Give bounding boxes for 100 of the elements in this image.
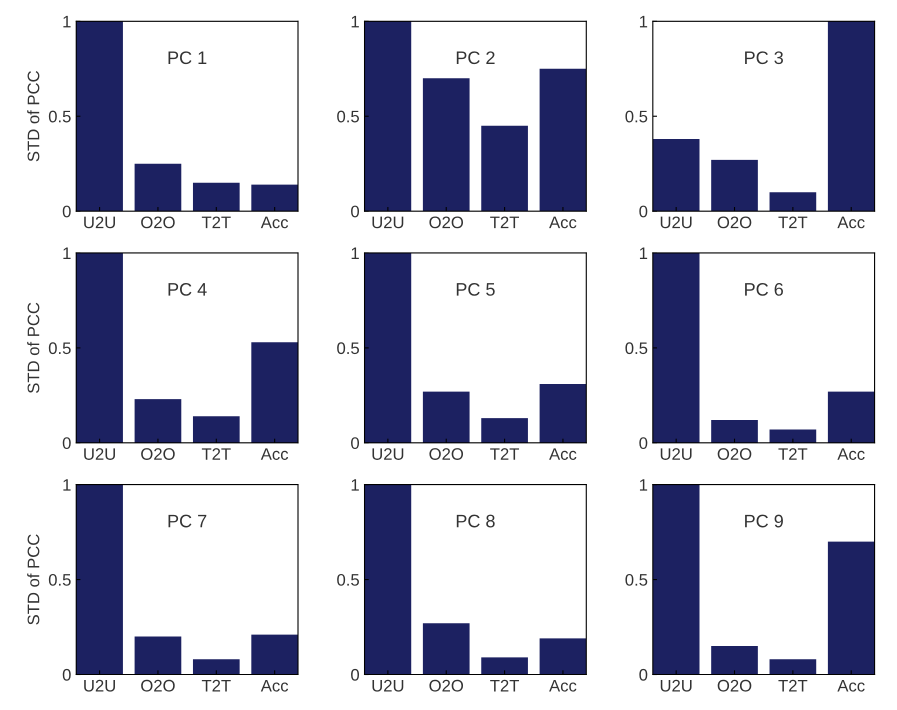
x-tick-label: Acc (549, 448, 576, 460)
y-tick-label: 1 (63, 248, 71, 259)
x-tick-label: T2T (778, 680, 808, 692)
bar (540, 68, 586, 212)
bar (422, 623, 470, 674)
x-tick-label: O2O (429, 448, 464, 460)
x-tick-label: U2U (84, 216, 115, 228)
x-tick-label: O2O (141, 448, 175, 460)
x-tick-label: O2O (718, 680, 752, 692)
bar (711, 160, 758, 212)
x-tick-label: T2T (202, 448, 231, 460)
y-tick-label: 0.5 (625, 342, 648, 354)
text: PC 2 (456, 51, 495, 64)
bar (134, 164, 182, 212)
x-tick-label: U2U (660, 448, 692, 460)
y-axis-title: STD of PCC (27, 534, 40, 625)
y-tick-label: 0.5 (625, 110, 648, 122)
y-tick-label: 0.5 (337, 342, 359, 354)
bar (422, 78, 470, 212)
y-tick-label: 0.5 (48, 342, 71, 354)
x-tick-label: Acc (837, 216, 865, 228)
x-tick-label: Acc (549, 216, 576, 228)
bar (711, 420, 758, 443)
bar (770, 659, 816, 674)
y-tick-label: 0 (62, 206, 71, 218)
bar (652, 139, 700, 212)
y-tick-label: 0 (62, 668, 71, 681)
y-tick-label: 0.5 (337, 110, 359, 122)
bar (251, 184, 298, 212)
bar (251, 634, 298, 674)
x-tick-label: O2O (718, 448, 752, 460)
x-tick-label: U2U (372, 448, 404, 460)
x-tick-label: O2O (718, 216, 752, 228)
y-tick-label: 1 (63, 479, 71, 491)
y-axis-title: STD of PCC (27, 302, 40, 393)
y-tick-label: 0 (639, 437, 648, 450)
text: PC 1 (168, 51, 206, 64)
x-tick-label: T2T (490, 216, 520, 228)
text: PC 5 (456, 282, 495, 296)
y-tick-label: 1 (63, 16, 71, 28)
bar (481, 657, 528, 674)
y-tick-label: 0 (639, 206, 648, 218)
y-tick-label: 0 (351, 668, 360, 681)
bar (481, 126, 528, 212)
y-tick-label: 1 (352, 479, 359, 491)
bar (711, 646, 758, 674)
x-tick-label: Acc (837, 448, 865, 460)
text: PC 3 (745, 51, 783, 64)
bar (828, 392, 875, 443)
x-tick-label: Acc (837, 680, 865, 692)
x-tick-label: Acc (260, 448, 288, 460)
x-tick-label: U2U (84, 448, 115, 460)
y-tick-label: 0 (351, 437, 360, 450)
y-tick-label: 0 (351, 206, 360, 218)
x-tick-label: T2T (778, 216, 808, 228)
bar (770, 430, 816, 443)
y-tick-label: 0 (62, 437, 71, 450)
x-tick-label: U2U (660, 216, 692, 228)
x-tick-label: T2T (490, 448, 520, 460)
y-tick-label: 1 (640, 248, 648, 259)
bar (828, 542, 875, 674)
x-tick-label: Acc (549, 680, 576, 692)
x-tick-label: O2O (141, 680, 175, 692)
bar (251, 342, 298, 443)
bar (192, 182, 240, 212)
bar (134, 636, 182, 674)
bar (481, 418, 528, 443)
text: PC 9 (745, 514, 783, 528)
x-tick-label: T2T (202, 216, 231, 228)
y-tick-label: 0.5 (337, 574, 359, 586)
text: PC 7 (168, 514, 206, 528)
bar (134, 399, 182, 443)
bar (540, 638, 586, 674)
text: PC 4 (168, 282, 207, 296)
x-tick-label: U2U (84, 680, 115, 692)
x-tick-label: O2O (429, 216, 464, 228)
bar (422, 392, 470, 443)
text: PC 8 (456, 514, 495, 528)
y-tick-label: 1 (640, 16, 648, 28)
x-tick-label: U2U (372, 216, 404, 228)
y-tick-label: 0.5 (48, 574, 71, 586)
y-tick-label: 0.5 (48, 110, 71, 122)
x-tick-label: T2T (778, 448, 808, 460)
x-tick-label: U2U (660, 680, 692, 692)
x-tick-label: O2O (141, 216, 175, 228)
y-tick-label: 0.5 (625, 574, 648, 586)
x-tick-label: Acc (260, 680, 288, 692)
bar (770, 192, 816, 212)
text: PC 6 (745, 282, 783, 296)
bar (540, 384, 586, 443)
y-tick-label: 1 (352, 248, 359, 259)
x-tick-label: U2U (372, 680, 404, 692)
y-axis-title: STD of PCC (27, 71, 40, 162)
x-tick-label: T2T (202, 680, 231, 692)
bar (192, 416, 240, 443)
y-tick-label: 1 (640, 479, 648, 491)
y-tick-label: 0 (639, 668, 648, 681)
y-tick-label: 1 (352, 16, 359, 28)
x-tick-label: O2O (429, 680, 464, 692)
bar (192, 659, 240, 674)
